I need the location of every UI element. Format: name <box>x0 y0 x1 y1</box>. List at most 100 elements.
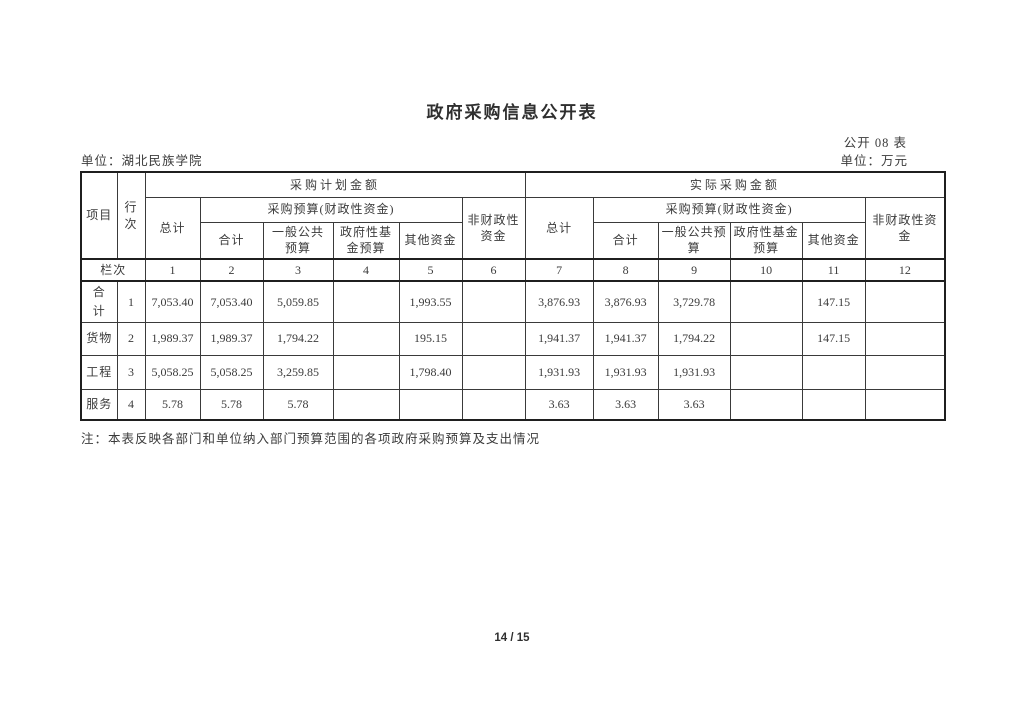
data-cell <box>398 388 463 421</box>
header-row-2: 总计 采购预算(财政性资金) 非财政性资金 总计 采购预算(财政性资金) 非财政… <box>81 196 946 260</box>
data-cell: 5,059.85 <box>262 280 334 323</box>
data-cell: 147.15 <box>801 280 866 323</box>
row-label: 工程 <box>80 354 118 390</box>
header-cell-planned-general-budget: 一般公共预算 <box>262 221 334 260</box>
table-row-total: 合计 1 7,053.40 7,053.40 5,059.85 1,993.55… <box>80 280 946 323</box>
data-cell <box>729 280 803 323</box>
col-number-1: 1 <box>144 258 201 282</box>
data-cell <box>461 280 526 323</box>
column-number-row: 栏次 1 2 3 4 5 6 7 8 9 10 11 12 <box>80 258 946 282</box>
header-cell-planned-subtotal: 合计 <box>199 221 264 260</box>
col-number-6: 6 <box>461 258 526 282</box>
data-cell: 147.15 <box>801 321 866 356</box>
data-cell: 3,259.85 <box>262 354 334 390</box>
header-cell-planned-group: 采购计划金额 <box>144 171 526 198</box>
data-cell <box>332 354 400 390</box>
header-cell-actual-other-funds: 其他资金 <box>801 221 866 260</box>
row-label: 合计 <box>80 280 118 323</box>
row-no-cell: 3 <box>116 354 146 390</box>
data-cell: 1,993.55 <box>398 280 463 323</box>
col-number-10: 10 <box>729 258 803 282</box>
data-cell: 3.63 <box>592 388 659 421</box>
table-row-goods: 货物 2 1,989.37 1,989.37 1,794.22 195.15 1… <box>80 321 946 356</box>
col-number-9: 9 <box>657 258 731 282</box>
data-cell: 1,931.93 <box>524 354 594 390</box>
data-cell: 3,729.78 <box>657 280 731 323</box>
data-cell: 3.63 <box>524 388 594 421</box>
data-cell: 5.78 <box>262 388 334 421</box>
data-cell <box>801 354 866 390</box>
header-cell-planned-other-funds: 其他资金 <box>398 221 463 260</box>
data-cell: 1,798.40 <box>398 354 463 390</box>
header-cell-item: 项目 <box>80 171 118 260</box>
data-cell: 1,794.22 <box>262 321 334 356</box>
table-footnote: 注：本表反映各部门和单位纳入部门预算范围的各项政府采购预算及支出情况 <box>81 432 541 446</box>
data-cell: 3,876.93 <box>524 280 594 323</box>
col-number-7: 7 <box>524 258 594 282</box>
header-cell-lanci: 栏次 <box>80 258 146 282</box>
data-cell: 1,931.93 <box>657 354 731 390</box>
data-cell <box>332 321 400 356</box>
data-cell: 1,941.37 <box>524 321 594 356</box>
header-cell-actual-total: 总计 <box>524 196 594 260</box>
data-cell <box>729 388 803 421</box>
header-cell-actual-general-budget: 一般公共预算 <box>657 221 731 260</box>
col-number-12: 12 <box>864 258 946 282</box>
row-label-text: 合计 <box>92 285 106 318</box>
table-row-engineering: 工程 3 5,058.25 5,058.25 3,259.85 1,798.40… <box>80 354 946 390</box>
data-cell: 1,989.37 <box>144 321 201 356</box>
page-title: 政府采购信息公开表 <box>426 103 598 122</box>
data-cell: 1,989.37 <box>199 321 264 356</box>
procurement-table: 项目 行次 采购计划金额 实际采购金额 总计 采购预算(财政性资金) 非财政性资… <box>80 171 947 421</box>
data-cell <box>864 280 946 323</box>
header-cell-actual-gov-fund: 政府性基金预算 <box>729 221 803 260</box>
form-code-label: 公开 08 表 <box>843 136 907 150</box>
table-row-services: 服务 4 5.78 5.78 5.78 3.63 3.63 3.63 <box>80 388 946 421</box>
header-cell-actual-group: 实际采购金额 <box>524 171 946 198</box>
header-cell-actual-subtotal: 合计 <box>592 221 659 260</box>
data-cell <box>864 388 946 421</box>
data-cell <box>461 321 526 356</box>
header-row-1: 项目 行次 采购计划金额 实际采购金额 <box>80 171 946 260</box>
header-cell-planned-nonfiscal: 非财政性资金 <box>461 196 526 260</box>
col-number-5: 5 <box>398 258 463 282</box>
data-cell: 5,058.25 <box>199 354 264 390</box>
data-cell: 3.63 <box>657 388 731 421</box>
data-cell <box>729 354 803 390</box>
data-cell <box>864 354 946 390</box>
data-cell: 7,053.40 <box>144 280 201 323</box>
header-cell-planned-total: 总计 <box>144 196 201 260</box>
data-cell <box>864 321 946 356</box>
unit-currency-label: 单位：万元 <box>840 154 908 168</box>
data-cell <box>332 388 400 421</box>
header-row-3: 合计 一般公共预算 政府性基金预算 其他资金 合计 一般公共预算 政府性基金预算… <box>81 221 945 260</box>
data-cell: 3,876.93 <box>592 280 659 323</box>
col-number-2: 2 <box>199 258 264 282</box>
header-cell-planned-gov-fund: 政府性基金预算 <box>332 221 400 260</box>
data-cell <box>461 388 526 421</box>
data-cell: 5.78 <box>144 388 201 421</box>
row-no-cell: 4 <box>116 388 146 421</box>
data-cell: 5.78 <box>199 388 264 421</box>
page-number: 14 / 15 <box>494 632 530 644</box>
unit-name-label: 单位：湖北民族学院 <box>81 154 203 168</box>
data-cell <box>332 280 400 323</box>
header-cell-row-no: 行次 <box>116 171 146 260</box>
data-cell: 5,058.25 <box>144 354 201 390</box>
data-cell: 1,931.93 <box>592 354 659 390</box>
col-number-3: 3 <box>262 258 334 282</box>
data-cell <box>461 354 526 390</box>
data-cell: 1,794.22 <box>657 321 731 356</box>
row-no-cell: 1 <box>116 280 146 323</box>
data-cell: 195.15 <box>398 321 463 356</box>
data-cell <box>801 388 866 421</box>
col-number-11: 11 <box>801 258 866 282</box>
data-cell: 1,941.37 <box>592 321 659 356</box>
col-number-4: 4 <box>332 258 400 282</box>
row-no-cell: 2 <box>116 321 146 356</box>
data-cell: 7,053.40 <box>199 280 264 323</box>
header-cell-actual-budget: 采购预算(财政性资金) <box>592 196 866 223</box>
header-cell-actual-nonfiscal: 非财政性资金 <box>864 196 946 260</box>
header-cell-planned-budget: 采购预算(财政性资金) <box>199 196 463 223</box>
